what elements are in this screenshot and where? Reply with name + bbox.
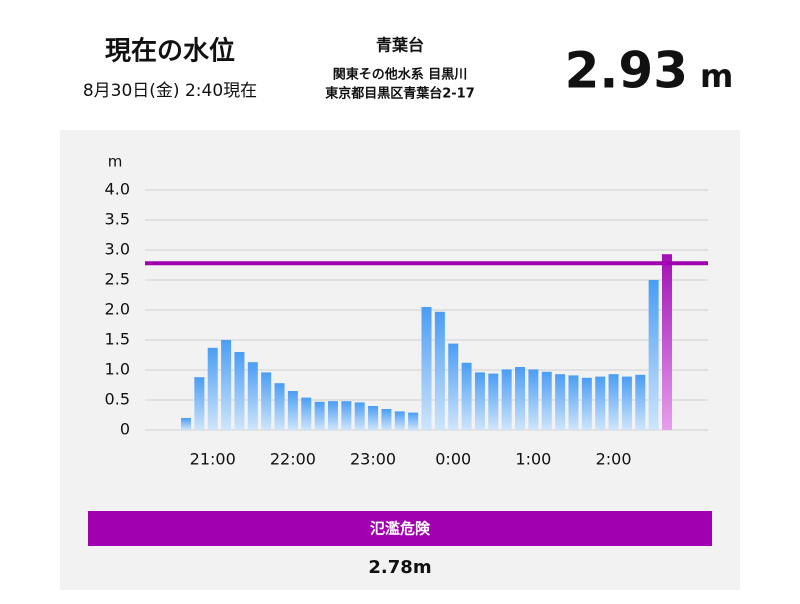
bar — [221, 340, 232, 430]
x-tick-label: 2:00 — [596, 450, 632, 469]
level: 2.93 — [565, 42, 688, 100]
bar — [555, 374, 566, 430]
x-tick-label: 22:00 — [270, 450, 316, 469]
bar — [501, 369, 512, 430]
bar — [234, 352, 245, 430]
y-tick-label: 1.0 — [105, 360, 130, 379]
y-tick-label: 0 — [120, 420, 130, 439]
bar — [314, 401, 325, 430]
x-tick-label: 23:00 — [350, 450, 396, 469]
level-unit: m — [700, 57, 733, 95]
bar — [247, 362, 258, 430]
threshold-name: 氾濫危険 — [370, 520, 431, 538]
y-tick-label: 4.0 — [105, 180, 130, 199]
bar — [381, 409, 392, 430]
title: 現在の水位 — [105, 36, 235, 67]
bar — [287, 391, 298, 430]
bar — [528, 369, 539, 430]
bar — [301, 397, 312, 430]
bar — [394, 411, 405, 430]
bar — [181, 418, 191, 430]
y-tick-label: 1.5 — [105, 330, 130, 349]
y-tick-label: 0.5 — [105, 390, 130, 409]
y-tick-label: 3.0 — [105, 240, 130, 259]
bar — [368, 406, 379, 430]
bar — [261, 372, 272, 430]
bar — [648, 280, 659, 430]
bar — [327, 401, 338, 430]
threshold-box — [88, 511, 712, 546]
x-tick-label: 1:00 — [515, 450, 551, 469]
bar — [608, 374, 619, 430]
x-tick-label: 21:00 — [190, 450, 236, 469]
bar — [515, 367, 526, 430]
bar — [354, 402, 365, 430]
bar — [488, 373, 499, 430]
address: 東京都目黒区青葉台2-17 — [325, 86, 475, 102]
datetime: 8月30日(金) 2:40現在 — [83, 81, 257, 101]
y-tick-label: 3.5 — [105, 210, 130, 229]
y-label: m — [108, 153, 123, 171]
bar — [408, 412, 419, 430]
bar — [581, 377, 592, 430]
bar — [434, 311, 445, 430]
bar — [421, 307, 432, 430]
river: 関東その他水系 目黒川 — [333, 67, 468, 83]
threshold-value: 2.78m — [368, 557, 431, 578]
bar — [448, 343, 459, 430]
bar — [595, 376, 606, 430]
bar — [207, 347, 218, 430]
station: 青葉台 — [376, 36, 424, 55]
bar — [621, 376, 632, 430]
y-tick-label: 2.5 — [105, 270, 130, 289]
bar — [662, 254, 672, 430]
bar — [635, 374, 646, 430]
bar — [461, 362, 472, 430]
bar — [541, 371, 552, 430]
bar — [274, 383, 285, 430]
bar — [568, 375, 579, 430]
y-tick-label: 2.0 — [105, 300, 130, 319]
bar — [474, 372, 485, 430]
x-tick-label: 0:00 — [435, 450, 471, 469]
bar — [194, 377, 205, 430]
bar — [341, 401, 352, 430]
